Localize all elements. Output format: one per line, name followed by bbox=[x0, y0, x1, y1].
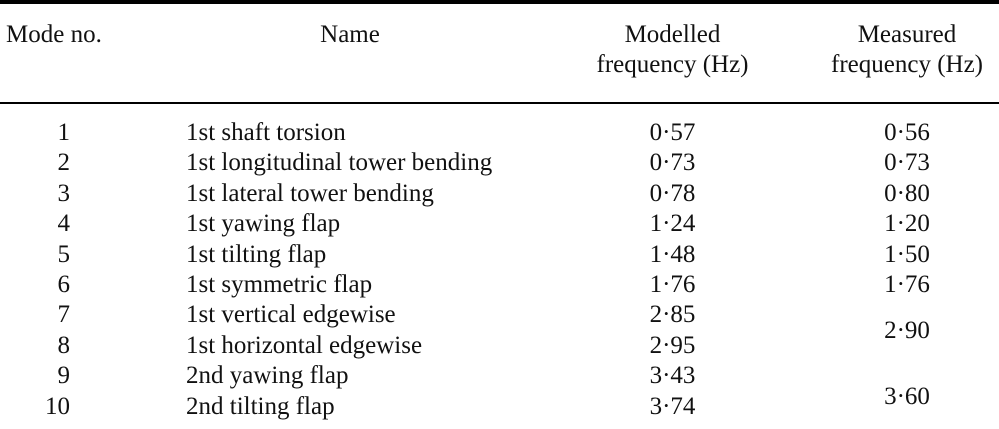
mode-no-cell: 8 bbox=[57, 331, 71, 359]
table-row: 7 1st vertical edgewise 2·85 2·90 bbox=[0, 300, 999, 343]
table-row: 9 2nd yawing flap 3·43 3·60 bbox=[0, 361, 999, 410]
modelled-frequency-cell: 3·43 bbox=[649, 362, 696, 390]
mode-name-cell: 1st symmetric flap bbox=[186, 271, 373, 299]
measured-frequency-cell: 0·73 bbox=[884, 149, 930, 177]
modelled-frequency-cell: 3·74 bbox=[649, 392, 696, 420]
header-modelled-line1: Modelled bbox=[624, 21, 721, 48]
mode-no-cell: 5 bbox=[57, 240, 71, 268]
measured-frequency-cell: 0·56 bbox=[884, 119, 930, 146]
modelled-frequency-cell: 1·76 bbox=[649, 271, 696, 299]
mode-name-cell: 1st longitudinal tower bending bbox=[186, 149, 493, 177]
mode-name-cell: 1st horizontal edgewise bbox=[186, 331, 423, 359]
mode-name-cell: 1st tilting flap bbox=[186, 240, 327, 268]
table-row: 4 1st yawing flap 1·24 1·20 bbox=[0, 209, 999, 239]
modelled-frequency-cell: 2·95 bbox=[649, 331, 696, 359]
mode-no-cell: 2 bbox=[57, 149, 71, 177]
header-measured-frequency: Measured frequency (Hz) bbox=[815, 2, 999, 103]
mode-no-cell: 3 bbox=[57, 179, 71, 207]
mode-name-cell: 1st yawing flap bbox=[186, 210, 341, 238]
modelled-frequency-cell: 0·57 bbox=[649, 119, 696, 146]
mode-name-cell: 2nd tilting flap bbox=[186, 392, 335, 420]
header-measured-line1: Measured bbox=[857, 21, 957, 48]
header-name: Name bbox=[320, 21, 380, 48]
mode-no-cell: 4 bbox=[57, 210, 71, 238]
measured-frequency-cell: 1·76 bbox=[884, 271, 930, 299]
header-mode-no: Mode no. bbox=[6, 21, 102, 48]
header-modelled-frequency: Modelled frequency (Hz) bbox=[530, 2, 815, 103]
measured-frequency-cell-merged: 2·90 bbox=[884, 316, 930, 344]
modelled-frequency-cell: 2·85 bbox=[649, 301, 696, 329]
mode-name-cell: 1st shaft torsion bbox=[186, 119, 346, 146]
mode-name-cell: 1st vertical edgewise bbox=[186, 301, 396, 329]
mode-no-cell: 10 bbox=[45, 392, 70, 420]
table-row: 5 1st tilting flap 1·48 1·50 bbox=[0, 240, 999, 270]
table-row: 6 1st symmetric flap 1·76 1·76 bbox=[0, 270, 999, 300]
header-modelled-line2: frequency (Hz) bbox=[596, 51, 749, 78]
mode-no-cell: 6 bbox=[57, 271, 71, 299]
modelled-frequency-cell: 0·78 bbox=[649, 179, 696, 207]
header-measured-line2: frequency (Hz) bbox=[831, 51, 983, 78]
mode-name-cell: 2nd yawing flap bbox=[186, 362, 349, 390]
table-row: 2 1st longitudinal tower bending 0·73 0·… bbox=[0, 148, 999, 178]
mode-no-cell: 1 bbox=[57, 119, 71, 146]
table-row: 8 1st horizontal edgewise 2·95 bbox=[0, 331, 999, 361]
mode-no-cell: 9 bbox=[57, 362, 71, 390]
modelled-frequency-cell: 0·73 bbox=[649, 149, 696, 177]
modelled-frequency-cell: 1·24 bbox=[649, 210, 696, 238]
measured-frequency-cell-merged: 3·60 bbox=[884, 383, 930, 411]
table-header: Mode no. Name Modelled frequency (Hz) Me… bbox=[0, 2, 999, 103]
measured-frequency-cell: 0·80 bbox=[884, 179, 930, 207]
table-row: 1 1st shaft torsion 0·57 0·56 bbox=[0, 103, 999, 148]
header-row: Mode no. Name Modelled frequency (Hz) Me… bbox=[0, 2, 999, 103]
mode-name-cell: 1st lateral tower bending bbox=[186, 179, 434, 207]
measured-frequency-cell: 1·50 bbox=[884, 240, 930, 268]
table-row: 3 1st lateral tower bending 0·78 0·80 bbox=[0, 179, 999, 209]
modelled-frequency-cell: 1·48 bbox=[649, 240, 696, 268]
table-body: 1 1st shaft torsion 0·57 0·56 2 1st long… bbox=[0, 103, 999, 429]
mode-no-cell: 7 bbox=[57, 301, 71, 329]
table-row: 10 2nd tilting flap 3·74 bbox=[0, 392, 999, 429]
measured-frequency-cell: 1·20 bbox=[884, 210, 930, 238]
